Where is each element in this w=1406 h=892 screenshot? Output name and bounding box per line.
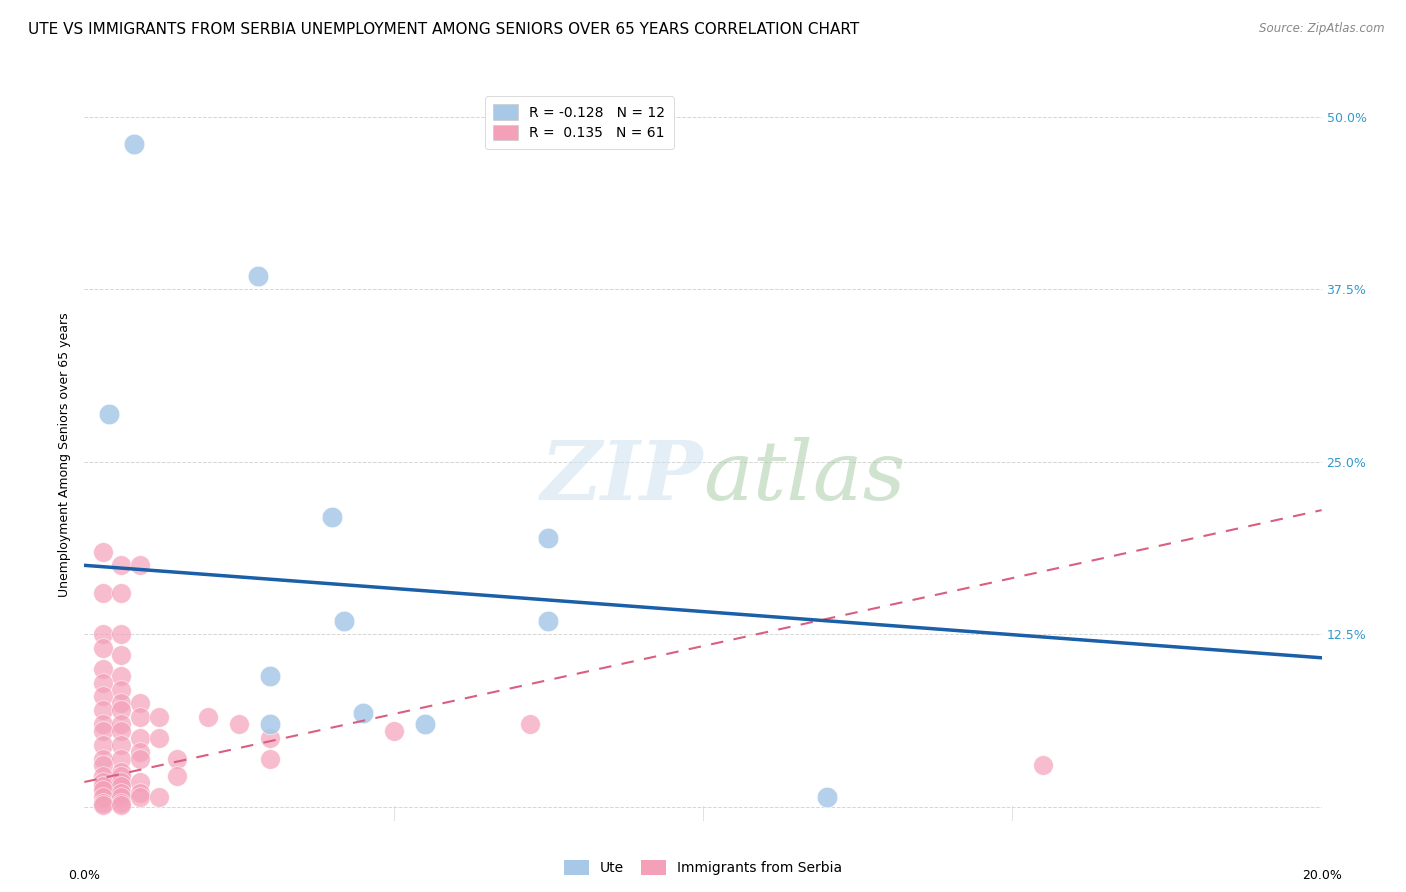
Point	[413, 717, 436, 731]
Point	[91, 769, 114, 783]
Point	[91, 779, 114, 793]
Point	[110, 648, 132, 662]
Point	[110, 786, 132, 800]
Point	[166, 751, 188, 765]
Point	[129, 775, 152, 789]
Legend: Ute, Immigrants from Serbia: Ute, Immigrants from Serbia	[558, 855, 848, 880]
Point	[91, 662, 114, 676]
Point	[110, 751, 132, 765]
Point	[352, 706, 374, 720]
Legend: R = -0.128   N = 12, R =  0.135   N = 61: R = -0.128 N = 12, R = 0.135 N = 61	[485, 96, 673, 149]
Point	[129, 751, 152, 765]
Point	[129, 696, 152, 710]
Point	[91, 586, 114, 600]
Point	[166, 769, 188, 783]
Point	[110, 669, 132, 683]
Text: 0.0%: 0.0%	[69, 869, 100, 882]
Point	[91, 790, 114, 805]
Point	[110, 717, 132, 731]
Point	[197, 710, 219, 724]
Point	[110, 682, 132, 697]
Point	[91, 627, 114, 641]
Point	[91, 783, 114, 797]
Point	[148, 731, 170, 745]
Point	[110, 796, 132, 810]
Text: ZIP: ZIP	[540, 437, 703, 516]
Point	[228, 717, 250, 731]
Text: atlas: atlas	[703, 437, 905, 516]
Point	[91, 544, 114, 558]
Point	[321, 510, 343, 524]
Y-axis label: Unemployment Among Seniors over 65 years: Unemployment Among Seniors over 65 years	[58, 312, 72, 598]
Point	[110, 703, 132, 717]
Point	[110, 775, 132, 789]
Point	[110, 586, 132, 600]
Point	[129, 786, 152, 800]
Point	[91, 738, 114, 752]
Point	[519, 717, 541, 731]
Point	[129, 745, 152, 759]
Point	[91, 717, 114, 731]
Point	[537, 531, 560, 545]
Point	[110, 790, 132, 805]
Point	[382, 723, 405, 738]
Point	[91, 703, 114, 717]
Point	[91, 775, 114, 789]
Point	[110, 738, 132, 752]
Point	[91, 758, 114, 772]
Point	[259, 717, 281, 731]
Point	[129, 710, 152, 724]
Point	[259, 751, 281, 765]
Point	[91, 641, 114, 656]
Point	[91, 796, 114, 810]
Point	[129, 731, 152, 745]
Point	[110, 779, 132, 793]
Text: Source: ZipAtlas.com: Source: ZipAtlas.com	[1260, 22, 1385, 36]
Point	[333, 614, 356, 628]
Point	[259, 669, 281, 683]
Point	[98, 407, 121, 421]
Point	[110, 627, 132, 641]
Text: 20.0%: 20.0%	[1302, 869, 1341, 882]
Point	[110, 558, 132, 573]
Point	[148, 710, 170, 724]
Point	[815, 790, 838, 805]
Text: UTE VS IMMIGRANTS FROM SERBIA UNEMPLOYMENT AMONG SENIORS OVER 65 YEARS CORRELATI: UTE VS IMMIGRANTS FROM SERBIA UNEMPLOYME…	[28, 22, 859, 37]
Point	[259, 731, 281, 745]
Point	[246, 268, 269, 283]
Point	[91, 751, 114, 765]
Point	[148, 790, 170, 805]
Point	[110, 769, 132, 783]
Point	[91, 690, 114, 704]
Point	[110, 696, 132, 710]
Point	[110, 765, 132, 780]
Point	[129, 558, 152, 573]
Point	[122, 137, 145, 152]
Point	[110, 723, 132, 738]
Point	[110, 798, 132, 813]
Point	[91, 723, 114, 738]
Point	[537, 614, 560, 628]
Point	[129, 790, 152, 805]
Point	[91, 675, 114, 690]
Point	[1032, 758, 1054, 772]
Point	[91, 798, 114, 813]
